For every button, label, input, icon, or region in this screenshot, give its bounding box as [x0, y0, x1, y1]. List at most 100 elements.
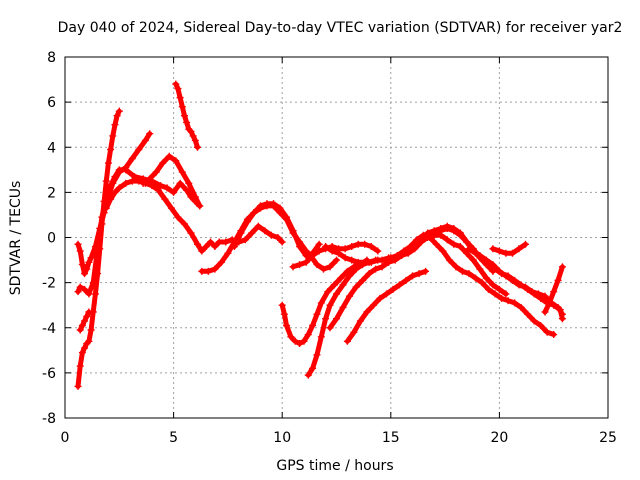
data-point — [445, 256, 453, 264]
data-point — [241, 236, 249, 244]
series-pass-r — [541, 263, 566, 316]
data-point — [502, 249, 510, 257]
data-point — [76, 326, 84, 334]
data-point — [102, 177, 110, 185]
data-point — [363, 308, 371, 316]
y-tick-label: 8 — [47, 50, 56, 66]
data-point — [422, 267, 430, 275]
data-point — [346, 292, 354, 300]
data-point — [287, 333, 295, 341]
data-point — [504, 272, 512, 280]
data-point — [326, 301, 334, 309]
data-point — [159, 159, 167, 167]
series-pass-i — [289, 240, 382, 271]
data-point — [204, 267, 212, 275]
data-point — [361, 240, 369, 248]
data-point — [498, 294, 506, 302]
data-point — [537, 321, 545, 329]
data-point — [361, 258, 369, 266]
data-point — [489, 245, 497, 253]
data-point — [185, 179, 193, 187]
data-point — [74, 382, 82, 390]
data-point — [372, 265, 380, 273]
data-point — [139, 179, 147, 187]
data-point — [111, 173, 119, 181]
series-pass-e — [139, 152, 204, 210]
data-point — [180, 112, 188, 120]
data-point — [341, 245, 349, 253]
data-point — [304, 371, 312, 379]
data-point — [491, 290, 499, 298]
data-point — [102, 204, 110, 212]
data-point — [517, 303, 525, 311]
data-point — [476, 265, 484, 273]
data-point — [458, 267, 466, 275]
data-point — [382, 290, 390, 298]
data-point — [315, 247, 323, 255]
data-point — [180, 220, 188, 228]
data-point — [352, 283, 360, 291]
data-point — [135, 146, 143, 154]
data-point — [521, 240, 529, 248]
data-point — [317, 299, 325, 307]
x-tick-label: 15 — [382, 430, 400, 446]
data-point — [456, 243, 464, 251]
data-point — [224, 249, 232, 257]
data-point — [356, 317, 364, 325]
data-point — [326, 324, 334, 332]
data-point — [198, 267, 206, 275]
data-point — [243, 218, 251, 226]
data-point — [437, 224, 445, 232]
data-point — [198, 247, 206, 255]
y-tick-label: 6 — [47, 95, 56, 111]
data-point — [393, 252, 401, 260]
data-point — [178, 103, 186, 111]
data-point — [74, 288, 82, 296]
data-point — [278, 238, 286, 246]
data-point — [463, 249, 471, 257]
data-point — [94, 245, 102, 253]
data-point — [343, 267, 351, 275]
data-point — [367, 243, 375, 251]
data-point — [426, 234, 434, 241]
data-point — [317, 333, 325, 341]
data-point — [309, 252, 317, 260]
series-pass-h — [230, 200, 323, 260]
data-point — [83, 312, 91, 320]
data-point — [374, 256, 382, 264]
data-point — [115, 166, 123, 174]
data-point — [165, 152, 173, 160]
series-pass-f — [172, 80, 201, 151]
data-point — [289, 263, 297, 271]
data-point — [346, 272, 354, 280]
data-point — [322, 243, 330, 251]
data-point — [128, 177, 136, 185]
y-tick-label: -4 — [42, 321, 56, 337]
data-point — [322, 315, 330, 323]
data-point — [202, 243, 210, 251]
data-point — [211, 243, 219, 251]
data-point — [524, 310, 532, 318]
data-point — [485, 285, 493, 293]
data-point — [283, 213, 291, 221]
data-point — [189, 132, 197, 140]
data-point — [478, 279, 486, 287]
y-tick-label: 2 — [47, 185, 56, 201]
data-point — [170, 188, 178, 196]
data-point — [380, 256, 388, 264]
y-tick-label: 4 — [47, 140, 56, 156]
data-point — [517, 281, 525, 289]
x-tick-label: 10 — [273, 430, 291, 446]
data-point — [187, 229, 195, 237]
data-point — [472, 274, 480, 282]
data-point — [463, 238, 471, 246]
data-point — [81, 270, 89, 278]
data-point — [109, 132, 117, 140]
data-point — [545, 299, 553, 307]
data-point — [354, 258, 362, 266]
data-point — [102, 193, 110, 201]
data-point — [530, 317, 538, 325]
data-point — [191, 136, 199, 144]
data-point — [113, 112, 121, 120]
data-point — [339, 303, 347, 311]
